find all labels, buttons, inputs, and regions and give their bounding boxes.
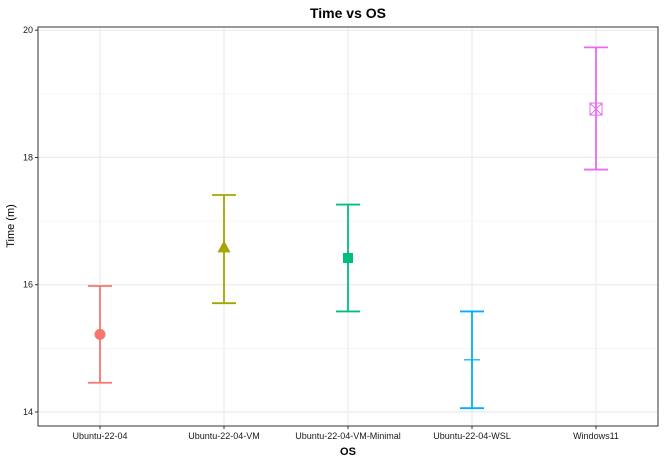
y-tick-label: 16 [23,280,33,290]
y-tick-label: 20 [23,25,33,35]
errorbar-group-ubuntu-22-04-vm-minimal [336,203,360,313]
mean-point-square-outline [589,102,603,116]
x-tick-label: Ubuntu-22-04-VM-Minimal [295,431,401,441]
chart-title: Time vs OS [310,5,386,21]
errorbar-group-ubuntu-22-04 [88,285,112,384]
errorbar-group-windows11 [584,46,608,171]
x-tick-label: Ubuntu-22-04-VM [188,431,260,441]
mean-point-triangle [217,240,231,253]
y-tick-label: 18 [23,152,33,162]
y-axis-title: Time (m) [5,204,17,248]
mean-point-circle [94,328,106,340]
mean-point-square [343,253,353,263]
x-tick-label: Windows11 [573,431,619,441]
errorbar-group-ubuntu-22-04-wsl [460,310,484,410]
mean-point-cross-b [589,102,603,116]
y-tick-label: 14 [23,407,33,417]
data-layer [88,46,608,410]
errorbar-group-ubuntu-22-04-vm [212,194,236,305]
x-tick-label: Ubuntu-22-04 [72,431,127,441]
axis-layer: 14 16 18 20 Ubuntu-22-04 Ubuntu-22-04-VM Ubunt… [23,25,619,441]
x-axis-title: OS [340,446,356,458]
x-tick-label: Ubuntu-22-04-WSL [433,431,511,441]
